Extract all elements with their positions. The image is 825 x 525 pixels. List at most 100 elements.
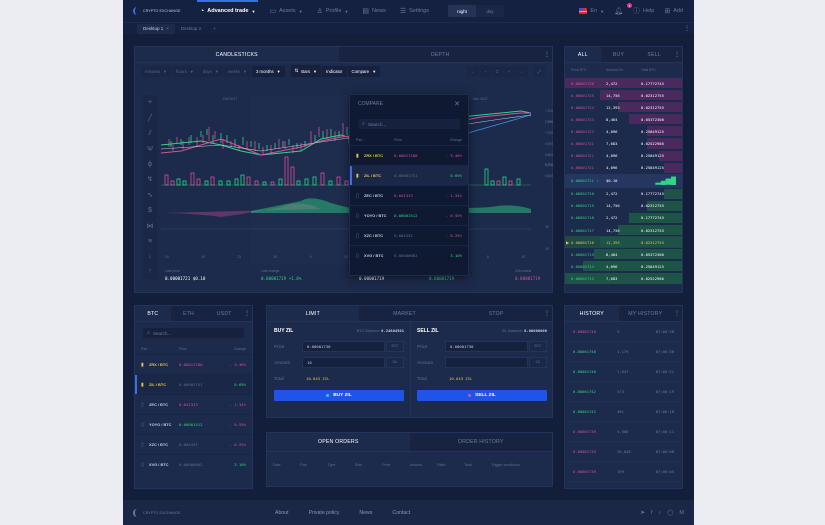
tab-open-orders[interactable]: OPEN ORDERS — [267, 433, 410, 451]
bookmark-icon[interactable]: ▯ — [356, 232, 359, 239]
pattern-icon[interactable]: ↯ — [147, 176, 153, 184]
nav-assets[interactable]: ▭ Assets ▼ — [262, 0, 309, 22]
medium-icon[interactable]: M — [679, 509, 684, 516]
sell-price-input[interactable]: 0.00001730 — [445, 340, 528, 352]
curve-icon[interactable]: ∿ — [147, 192, 153, 200]
tab-candlesticks[interactable]: CANDLESTICKS — [135, 47, 339, 62]
line-tool-icon[interactable]: ╱ — [147, 114, 153, 122]
close-icon[interactable]: ✕ — [454, 101, 460, 108]
nav-profile[interactable]: ♙ Profile ▼ — [310, 0, 356, 22]
tab-limit[interactable]: LIMIT — [267, 306, 359, 321]
pair-row[interactable]: ▯ ZEC / BTC 0.041313 - 1.34% — [350, 185, 468, 205]
pair-row[interactable]: ▯ XZC / BTC 0.004332 - 0.25% — [350, 225, 468, 245]
nav-advanced-trade[interactable]: ◔ Advanced trade ▼ — [193, 0, 262, 22]
bookmark-icon[interactable]: ▯ — [141, 461, 144, 468]
interval-minutes[interactable]: minutes ▼ — [141, 65, 172, 77]
tab-all[interactable]: ALL — [565, 47, 601, 62]
bookmark-icon[interactable]: ▯ — [356, 252, 359, 259]
sort-pair-header[interactable]: Pair ↓ — [356, 138, 365, 142]
ask-row[interactable]: 0.00001725 14,756 0.02312755 — [565, 89, 682, 101]
github-icon[interactable]: ◯ — [667, 509, 674, 516]
price-chart[interactable]: Oct 2017 Nov 2017 Dec 2017 — [161, 95, 553, 265]
bookmark-icon[interactable]: ▯ — [141, 441, 144, 448]
bid-row[interactable]: 0.00001718 2,472 0.17772745 — [565, 212, 682, 224]
theme-day[interactable]: day — [486, 8, 494, 14]
bookmark-icon[interactable]: ▯ — [141, 401, 144, 408]
footer-logo[interactable]: CRYPTO EXCHANGE — [133, 508, 193, 517]
interval-weeks[interactable]: weeks ▼ — [223, 65, 251, 77]
footer-link-news[interactable]: News — [359, 509, 373, 516]
add-widget-button[interactable]: ⊞ Add — [659, 7, 688, 15]
zoom-out-button[interactable]: − — [480, 65, 491, 77]
music-icon[interactable]: ♪ — [658, 509, 662, 516]
pairs-search-input[interactable]: ⌕ Search... — [143, 328, 244, 338]
bid-row[interactable]: 0.00001714 4,096 0.25849125 — [565, 260, 682, 272]
ruler-icon[interactable]: ≡ — [147, 238, 153, 246]
fib-icon[interactable]: ϕ — [148, 160, 152, 168]
bookmark-icon[interactable]: ▮ — [141, 381, 144, 388]
parallel-lines-icon[interactable]: ⫽ — [148, 129, 152, 137]
pair-row[interactable]: ▯ XVG / BTC 0.00000662 3.10% — [135, 454, 252, 474]
arrow-up-icon[interactable]: ↑ — [148, 267, 152, 275]
bid-row[interactable]: 0.00001719 14,756 0.02312755 — [565, 200, 682, 212]
ask-row[interactable]: 0.00001723 8,464 0.05372300 — [565, 113, 682, 125]
compare-search-input[interactable]: ⌕ Search... — [358, 119, 460, 129]
tab-desktop-2[interactable]: Desktop 2 — [175, 24, 207, 34]
facebook-icon[interactable]: f — [650, 509, 653, 516]
bookmark-icon[interactable]: ▯ — [141, 421, 144, 428]
sort-pair-header[interactable]: Pair ↓ — [141, 347, 150, 351]
ask-row[interactable]: 0.00001721 4,096 0.25849125 — [565, 162, 682, 174]
interval-3-months[interactable]: 3 months ▼ — [251, 65, 285, 77]
tab-sell[interactable]: SELL — [636, 47, 673, 62]
tab-buy[interactable]: BUY — [600, 47, 637, 62]
bid-row[interactable]: 0.00001717 14,756 0.02312755 — [565, 224, 682, 236]
panel-menu-icon[interactable]: ⋮ — [542, 47, 552, 62]
interval-days[interactable]: days ▼ — [198, 65, 223, 77]
theme-night[interactable]: night — [447, 5, 476, 17]
tab-order-history[interactable]: ORDER HISTORY — [409, 433, 552, 451]
desktop-menu-icon[interactable]: ⋮ — [684, 26, 690, 32]
indicator-button[interactable]: Indicator — [322, 65, 347, 77]
bid-row[interactable]: 0.00001713 7,683 0.02522986 — [565, 272, 682, 284]
buy-price-input[interactable]: 0.00001730 — [302, 340, 385, 352]
crosshair-icon[interactable]: + — [147, 98, 153, 106]
sell-amount-input[interactable] — [445, 356, 528, 368]
bookmark-icon[interactable]: ▮ — [356, 152, 359, 159]
bookmark-icon[interactable]: ▮ — [141, 361, 144, 368]
pair-row[interactable]: ▯ XVG / BTC 0.00000662 3.10% — [350, 245, 468, 265]
logo[interactable]: CRYPTO EXCHANGE — [133, 7, 193, 15]
buy-button[interactable]: BUY ZIL — [274, 390, 404, 401]
measure-icon[interactable]: ⋈ — [146, 223, 154, 231]
buy-amount-input[interactable]: 10 — [302, 356, 385, 368]
interval-hours[interactable]: hours ▼ — [172, 65, 198, 77]
pair-row[interactable]: ▮ ZRX / BTC 0.00017180 - 3.46% — [135, 354, 252, 374]
tab-desktop-1[interactable]: Desktop 1 × — [137, 23, 175, 34]
ask-row[interactable]: 0.00001726 2,472 0.17772745 — [565, 77, 682, 89]
panel-menu-icon[interactable]: ⋮ — [672, 306, 682, 321]
panel-menu-icon[interactable]: ⋮ — [542, 306, 553, 321]
ask-row[interactable]: 0.00001722 4,096 0.25849125 — [565, 125, 682, 137]
footer-link-about[interactable]: About — [275, 509, 289, 516]
tab-usdt[interactable]: USDT — [206, 306, 243, 321]
panel-menu-icon[interactable]: ⋮ — [672, 47, 683, 62]
text-tool-icon[interactable]: $ — [148, 207, 152, 215]
help-button[interactable]: ⓘ Help — [628, 6, 659, 16]
bookmark-icon[interactable]: ▯ — [356, 192, 359, 199]
scroll-left-button[interactable]: ← — [466, 65, 480, 77]
bookmark-icon[interactable]: ▯ — [356, 212, 359, 219]
chart-type-select[interactable]: ⇅ Bars ▼ — [290, 65, 322, 77]
bid-row[interactable]: 0.00001715 8,464 0.05372300 — [565, 248, 682, 260]
pair-row[interactable]: ▯ YOYO / BTC 0.00001512 - 0.59% — [135, 414, 252, 434]
pair-row[interactable]: ▮ ZRX / BTC 0.00017180 - 3.46% — [350, 145, 468, 165]
tab-eth[interactable]: ETH — [170, 306, 207, 321]
bookmark-icon[interactable]: ▮ — [356, 172, 359, 179]
tab-history[interactable]: HISTORY — [565, 306, 619, 321]
pitchfork-icon[interactable]: Ψ — [147, 145, 153, 153]
bid-row[interactable]: 0.00001720 2,472 0.17772745 — [565, 188, 682, 200]
panel-menu-icon[interactable]: ⋮ — [242, 306, 253, 321]
footer-link-privacy[interactable]: Private policy — [308, 509, 340, 516]
fullscreen-icon[interactable]: ⤢ — [533, 65, 545, 77]
language-select[interactable]: En ▼ — [574, 8, 609, 14]
tab-market[interactable]: MARKET — [358, 306, 451, 321]
tab-my-history[interactable]: MY HISTORY — [618, 306, 672, 321]
